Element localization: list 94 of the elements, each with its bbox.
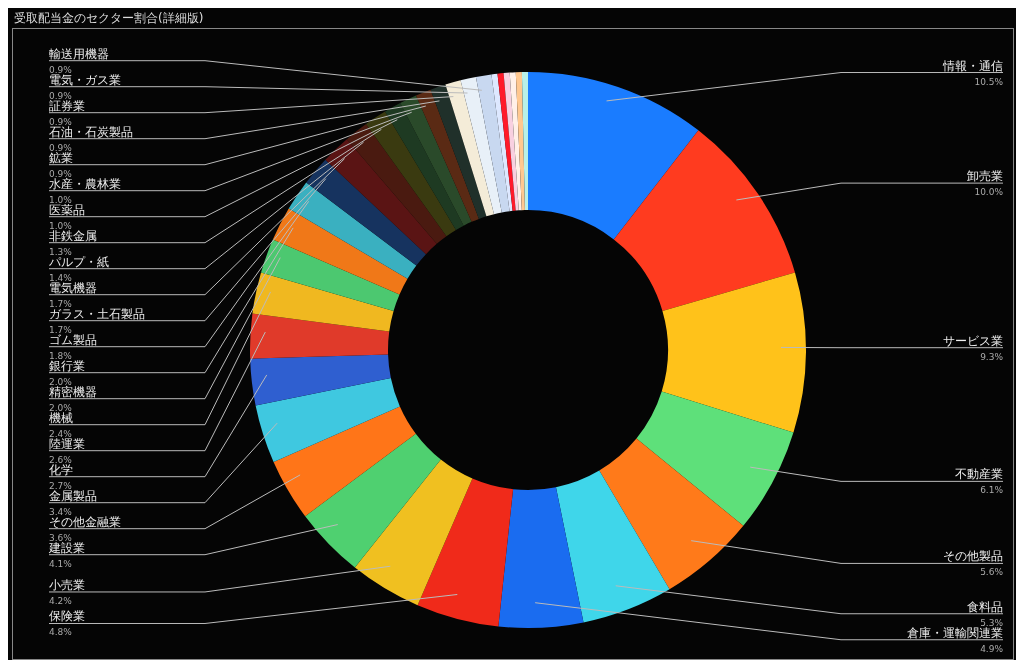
data-label: 10.0% bbox=[974, 187, 1004, 198]
donut-slice bbox=[272, 208, 408, 295]
data-label: 1.4% bbox=[49, 272, 73, 283]
donut-slice bbox=[250, 354, 391, 406]
data-label: 5.6% bbox=[980, 567, 1004, 578]
slice-label: 水産・農林業 bbox=[49, 176, 121, 191]
data-label: 0.9% bbox=[49, 168, 73, 179]
slice-label: 食料品 bbox=[967, 599, 1003, 614]
slice-label: 証券業 bbox=[49, 98, 85, 113]
data-label: 4.2% bbox=[49, 595, 73, 606]
slice-label: その他金融業 bbox=[49, 514, 121, 529]
donut-slice bbox=[475, 74, 510, 213]
data-label: 2.6% bbox=[49, 454, 73, 465]
slice-label: 機械 bbox=[49, 410, 73, 425]
data-label: 3.4% bbox=[49, 506, 73, 517]
data-label: 4.1% bbox=[49, 558, 73, 569]
slice-label: 陸運業 bbox=[49, 436, 85, 451]
data-label: 1.0% bbox=[49, 194, 73, 205]
slice-label: 情報・通信 bbox=[942, 58, 1003, 73]
slice-label: 電気機器 bbox=[49, 280, 97, 295]
donut-slice bbox=[325, 139, 437, 255]
donut-slice bbox=[521, 72, 528, 211]
donut-slice bbox=[555, 470, 670, 623]
data-label: 4.9% bbox=[980, 643, 1004, 654]
donut-slice bbox=[661, 272, 806, 433]
donut-slice bbox=[306, 159, 426, 266]
donut-slice bbox=[366, 111, 456, 237]
donut-slice bbox=[384, 103, 464, 230]
slice-label: 輸送用機器 bbox=[49, 46, 109, 61]
donut-slice bbox=[599, 438, 744, 590]
donut-slice bbox=[460, 76, 502, 215]
donut-slice bbox=[252, 272, 394, 332]
donut-slice bbox=[305, 433, 441, 568]
data-label: 1.7% bbox=[49, 298, 73, 309]
slice-label: 精密機器 bbox=[49, 384, 97, 399]
data-label: 2.0% bbox=[49, 402, 73, 413]
slice-label: パルプ・紙 bbox=[48, 254, 109, 269]
slice-label: サービス業 bbox=[943, 333, 1003, 348]
data-label: 5.3% bbox=[980, 617, 1004, 628]
donut-slice bbox=[445, 80, 495, 217]
slice-label: 保険業 bbox=[49, 609, 85, 624]
data-label: 0.9% bbox=[49, 90, 73, 101]
donut-slice bbox=[430, 84, 487, 219]
data-label: 1.7% bbox=[49, 324, 73, 335]
data-label: 3.6% bbox=[49, 532, 73, 543]
data-label: 2.4% bbox=[49, 428, 73, 439]
donut-slice bbox=[498, 487, 584, 628]
data-label: 4.8% bbox=[49, 627, 73, 638]
slice-label: 非鉄金属 bbox=[49, 228, 97, 243]
donut-slice bbox=[497, 73, 516, 211]
donut-slice bbox=[288, 182, 417, 279]
data-label: 1.3% bbox=[49, 246, 73, 257]
slice-label: 電気・ガス業 bbox=[49, 72, 121, 87]
donut-slice bbox=[250, 313, 390, 359]
slice-label: ガラス・土石製品 bbox=[49, 306, 145, 321]
donut-slice bbox=[515, 72, 525, 211]
chart-title: 受取配当金のセクター割合(詳細版) bbox=[13, 10, 205, 27]
donut-slice bbox=[415, 89, 479, 222]
donut-slice bbox=[528, 72, 699, 240]
donut-slice bbox=[261, 239, 400, 311]
slice-label: 卸売業 bbox=[967, 169, 1003, 184]
donut-slice bbox=[613, 130, 795, 311]
data-label: 0.9% bbox=[49, 142, 73, 153]
donut-slice bbox=[346, 124, 447, 244]
slice-label: その他製品 bbox=[943, 549, 1003, 564]
data-label: 0.9% bbox=[49, 116, 73, 127]
data-label: 1.0% bbox=[49, 220, 73, 231]
slice-label: ゴム製品 bbox=[49, 332, 97, 347]
data-label: 0.9% bbox=[49, 64, 73, 75]
donut-slice bbox=[273, 406, 416, 517]
slice-label: 倉庫・運輸関連業 bbox=[907, 625, 1003, 640]
donut-slice bbox=[491, 73, 513, 212]
slice-label: 石油・石炭製品 bbox=[49, 124, 133, 139]
slice-label: 金属製品 bbox=[49, 488, 97, 503]
data-label: 2.0% bbox=[49, 376, 73, 387]
donut-slice bbox=[636, 391, 794, 526]
donut-slice bbox=[503, 72, 519, 211]
slice-label: 建設業 bbox=[48, 540, 85, 555]
data-label: 10.5% bbox=[974, 76, 1004, 87]
slice-label: 化学 bbox=[49, 462, 73, 477]
data-label: 6.1% bbox=[980, 485, 1004, 496]
donut-slice bbox=[255, 377, 400, 463]
slice-label: 医薬品 bbox=[49, 202, 85, 217]
donut-slice bbox=[417, 478, 514, 627]
slice-label: 銀行業 bbox=[49, 358, 85, 373]
data-label: 9.3% bbox=[980, 351, 1004, 362]
data-label: 2.7% bbox=[49, 480, 73, 491]
slice-label: 鉱業 bbox=[49, 150, 73, 165]
donut-slice bbox=[354, 459, 473, 606]
donut-slice bbox=[400, 95, 472, 226]
slice-label: 不動産業 bbox=[955, 467, 1003, 482]
donut-slice bbox=[509, 72, 522, 211]
data-label: 1.8% bbox=[49, 350, 73, 361]
slice-label: 小売業 bbox=[49, 577, 85, 592]
